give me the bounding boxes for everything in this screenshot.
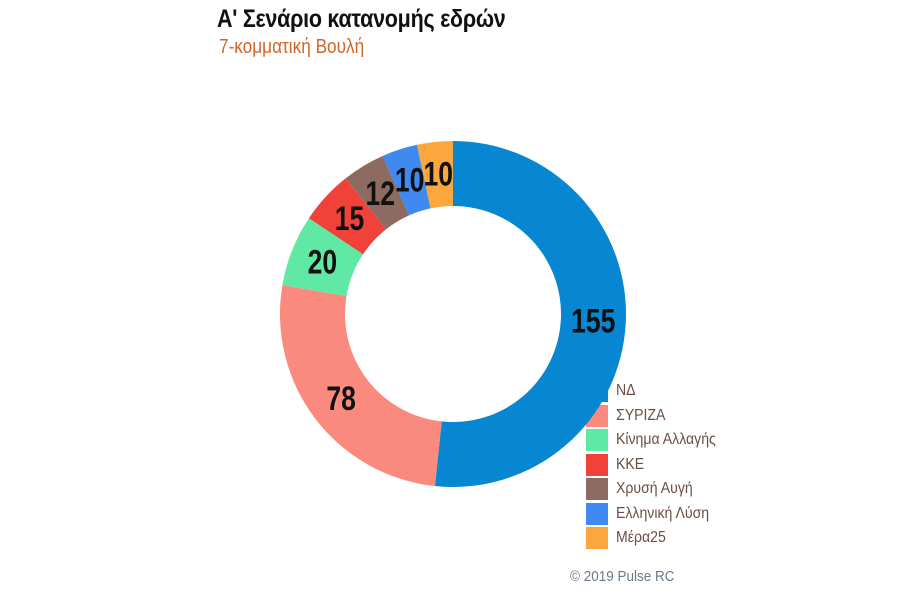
legend-item-el: Ελληνική Λύση <box>586 502 729 527</box>
legend-swatch <box>586 478 608 501</box>
slice-value-label: 78 <box>326 380 356 418</box>
legend-swatch <box>586 502 608 525</box>
donut-slice <box>382 144 431 216</box>
copyright-credit: © 2019 Pulse RC <box>570 568 675 585</box>
donut-slice <box>345 155 410 230</box>
legend-label: Μέρα25 <box>616 529 666 547</box>
legend-label: ΝΔ <box>616 382 636 400</box>
legend-label: ΚΚΕ <box>616 455 645 473</box>
legend-item-xa: Χρυσή Αυγή <box>586 477 729 502</box>
legend-item-kke: ΚΚΕ <box>586 453 729 478</box>
donut-slice <box>282 218 364 296</box>
legend-item-kinima: Κίνημα Αλλαγής <box>586 428 729 453</box>
legend-label: Ελληνική Λύση <box>616 504 710 522</box>
chart-subtitle: 7-κομματική Βουλή <box>219 36 365 58</box>
slice-value-label: 10 <box>424 155 454 193</box>
legend-label: Κίνημα Αλλαγής <box>616 431 716 449</box>
slice-value-label: 155 <box>571 302 615 340</box>
legend-swatch <box>586 527 608 550</box>
slice-value-label: 20 <box>308 243 338 281</box>
donut-slice <box>308 178 386 255</box>
donut-slices <box>280 141 626 487</box>
legend-label: ΣΥΡΙΖΑ <box>616 406 666 424</box>
donut-slice <box>434 141 626 487</box>
legend-swatch <box>586 453 608 476</box>
legend-swatch <box>586 429 608 452</box>
donut-slice <box>280 285 442 487</box>
donut-slice <box>417 141 453 209</box>
legend-item-mera25: Μέρα25 <box>586 526 729 551</box>
slice-value-label: 10 <box>395 161 425 199</box>
chart-title: Α' Σενάριο κατανομής εδρών <box>217 5 506 33</box>
slice-value-label: 12 <box>365 175 395 213</box>
legend-label: Χρυσή Αυγή <box>616 480 693 498</box>
slice-value-label: 15 <box>335 200 365 238</box>
